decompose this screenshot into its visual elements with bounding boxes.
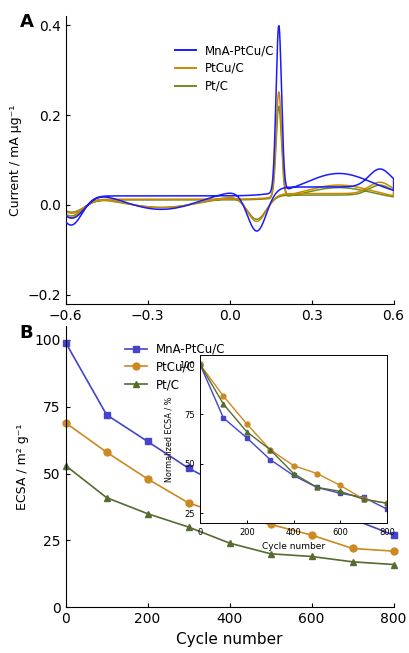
Line: MnA-PtCu/C: MnA-PtCu/C xyxy=(62,339,396,539)
Text: A: A xyxy=(20,14,34,31)
Pt/C xyxy=(349,558,354,565)
PtCu/C xyxy=(186,499,191,507)
Pt/C xyxy=(267,550,272,558)
Y-axis label: Current / mA μg⁻¹: Current / mA μg⁻¹ xyxy=(9,104,22,215)
PtCu/C xyxy=(227,513,231,520)
MnA-PtCu/C xyxy=(308,510,313,518)
MnA-PtCu/C xyxy=(349,515,354,523)
MnA-PtCu/C xyxy=(267,502,272,509)
PtCu/C xyxy=(145,475,150,483)
MnA-PtCu/C xyxy=(390,531,395,539)
PtCu/C xyxy=(267,520,272,528)
PtCu/C xyxy=(104,448,109,456)
Text: B: B xyxy=(20,324,33,342)
Line: Pt/C: Pt/C xyxy=(62,462,396,568)
Legend: MnA-PtCu/C, PtCu/C, Pt/C: MnA-PtCu/C, PtCu/C, Pt/C xyxy=(169,39,279,97)
PtCu/C xyxy=(349,545,354,552)
MnA-PtCu/C xyxy=(104,411,109,419)
Pt/C xyxy=(145,510,150,518)
Pt/C xyxy=(63,462,68,470)
MnA-PtCu/C xyxy=(63,339,68,347)
Pt/C xyxy=(104,494,109,502)
Pt/C xyxy=(308,552,313,560)
Pt/C xyxy=(227,539,231,547)
Pt/C xyxy=(186,523,191,531)
PtCu/C xyxy=(390,547,395,555)
PtCu/C xyxy=(308,531,313,539)
Pt/C xyxy=(390,560,395,568)
MnA-PtCu/C xyxy=(145,438,150,445)
Legend: MnA-PtCu/C, PtCu/C, Pt/C: MnA-PtCu/C, PtCu/C, Pt/C xyxy=(120,338,230,396)
X-axis label: Potential / V: Potential / V xyxy=(187,328,271,342)
MnA-PtCu/C xyxy=(186,464,191,472)
MnA-PtCu/C xyxy=(227,486,231,494)
Line: PtCu/C: PtCu/C xyxy=(62,419,396,554)
Y-axis label: ECSA / m² g⁻¹: ECSA / m² g⁻¹ xyxy=(16,424,29,510)
X-axis label: Cycle number: Cycle number xyxy=(176,631,282,646)
PtCu/C xyxy=(63,419,68,426)
